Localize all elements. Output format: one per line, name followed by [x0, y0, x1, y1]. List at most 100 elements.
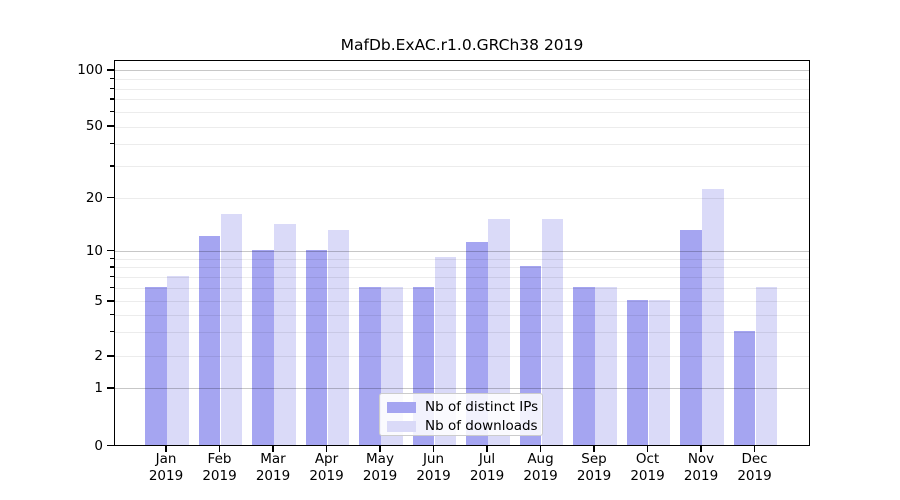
x-tick-mark-may — [379, 445, 381, 452]
y-minor-tick-mark-30 — [110, 165, 114, 167]
x-tick-month: Feb — [207, 451, 232, 467]
x-tick-label-apr: Apr 2019 — [297, 451, 357, 484]
legend-row-downloads: Nb of downloads — [387, 418, 542, 434]
legend-label-downloads: Nb of downloads — [425, 418, 538, 434]
bar-downloads-mar — [274, 223, 296, 445]
x-tick-mark-feb — [218, 445, 221, 452]
x-tick-year: 2019 — [469, 467, 505, 484]
x-tick-month: Mar — [260, 451, 286, 467]
legend-label-distinct-ips: Nb of distinct IPs — [425, 399, 539, 415]
x-tick-mark-apr — [325, 445, 328, 452]
x-tick-label-nov: Nov 2019 — [671, 451, 731, 484]
legend-row-distinct-ips: Nb of distinct IPs — [387, 399, 542, 415]
x-tick-month: Aug — [527, 451, 554, 467]
x-tick-mark-jun — [432, 445, 435, 452]
x-tick-month: Jun — [422, 451, 445, 467]
x-tick-year: 2019 — [202, 467, 237, 484]
y-minor-tick-mark-90 — [110, 78, 114, 80]
x-tick-mark-aug — [539, 445, 542, 452]
chart-title: MafDb.ExAC.r1.0.GRCh38 2019 — [340, 36, 584, 54]
y-tick-mark-1 — [107, 387, 114, 389]
x-tick-year: 2019 — [523, 467, 558, 484]
x-tick-mark-nov — [700, 445, 702, 452]
legend: Nb of distinct IPs Nb of downloads — [379, 393, 543, 436]
x-tick-year: 2019 — [255, 467, 291, 484]
x-tick-label-mar: Mar 2019 — [243, 451, 303, 484]
bar-downloads-nov — [702, 189, 724, 445]
x-tick-mark-jul — [486, 445, 488, 452]
y-tick-mark-20 — [107, 197, 114, 199]
x-tick-label-jun: Jun 2019 — [404, 451, 464, 484]
y-tick-label-10: 10 — [85, 242, 103, 259]
x-tick-year: 2019 — [309, 467, 344, 484]
bars-layer — [115, 61, 809, 445]
x-tick-label-feb: Feb 2019 — [190, 451, 250, 484]
bar-downloads-aug — [541, 218, 564, 445]
bar-distinct-ips-nov — [680, 229, 702, 445]
x-tick-year: 2019 — [148, 467, 184, 484]
bar-distinct-ips-dec — [733, 330, 756, 445]
x-tick-label-jul: Jul 2019 — [457, 451, 517, 484]
y-minor-tick-mark-9 — [110, 257, 114, 260]
bar-downloads-oct — [648, 299, 671, 445]
bar-distinct-ips-oct — [626, 299, 649, 445]
x-tick-label-aug: Aug 2019 — [511, 451, 571, 484]
legend-swatch-downloads — [387, 420, 416, 432]
x-tick-year: 2019 — [362, 467, 398, 484]
y-minor-tick-mark-80 — [110, 87, 114, 89]
bar-distinct-ips-jan — [145, 286, 167, 445]
y-tick-mark-100 — [107, 69, 114, 71]
bar-distinct-ips-may — [359, 286, 381, 445]
bar-distinct-ips-feb — [198, 235, 221, 445]
y-tick-label-1: 1 — [94, 379, 103, 396]
y-minor-tick-mark-3 — [110, 331, 114, 333]
x-tick-label-dec: Dec 2019 — [725, 451, 785, 484]
x-tick-year: 2019 — [416, 467, 451, 484]
bar-downloads-apr — [327, 229, 350, 445]
y-minor-tick-mark-6 — [110, 287, 114, 289]
bar-distinct-ips-sep — [573, 286, 595, 445]
x-tick-year: 2019 — [576, 467, 612, 484]
bar-distinct-ips-mar — [252, 249, 274, 445]
x-tick-month: Dec — [741, 451, 768, 467]
y-minor-tick-mark-60 — [110, 110, 114, 112]
x-tick-month: Sep — [581, 451, 607, 467]
x-tick-month: Apr — [314, 451, 339, 467]
plot-area: Nb of distinct IPs Nb of downloads — [114, 59, 810, 446]
x-tick-label-sep: Sep 2019 — [564, 451, 624, 484]
x-tick-year: 2019 — [630, 467, 665, 484]
legend-swatch-distinct-ips — [387, 401, 416, 413]
bar-downloads-jan — [167, 275, 189, 445]
x-tick-label-may: May 2019 — [350, 451, 410, 484]
x-tick-mark-jan — [165, 445, 167, 452]
x-tick-month: May — [366, 451, 394, 467]
x-tick-month: Nov — [687, 451, 715, 467]
y-tick-label-100: 100 — [77, 61, 103, 78]
y-minor-tick-mark-8 — [110, 266, 114, 268]
x-tick-mark-dec — [753, 445, 756, 452]
y-tick-label-20: 20 — [85, 189, 103, 206]
y-tick-mark-50 — [107, 125, 114, 127]
x-tick-mark-mar — [272, 445, 274, 452]
y-minor-tick-mark-7 — [110, 276, 114, 278]
y-tick-label-5: 5 — [94, 292, 103, 309]
y-minor-tick-mark-40 — [110, 142, 114, 145]
y-minor-tick-mark-4 — [110, 313, 114, 316]
y-tick-label-0: 0 — [94, 437, 103, 454]
bar-downloads-dec — [755, 286, 778, 445]
y-tick-label-2: 2 — [94, 347, 103, 364]
x-tick-year: 2019 — [737, 467, 772, 484]
bar-downloads-feb — [220, 213, 243, 445]
x-tick-mark-sep — [593, 445, 595, 452]
x-tick-year: 2019 — [683, 467, 719, 484]
y-tick-mark-2 — [107, 355, 114, 357]
y-tick-mark-10 — [107, 250, 114, 252]
x-tick-mark-oct — [646, 445, 649, 452]
y-tick-mark-5 — [107, 300, 114, 302]
bar-downloads-jul — [488, 218, 510, 445]
y-tick-label-50: 50 — [85, 118, 103, 134]
bar-distinct-ips-apr — [305, 249, 328, 445]
x-tick-month: Jul — [478, 451, 496, 467]
bar-downloads-sep — [595, 286, 617, 445]
